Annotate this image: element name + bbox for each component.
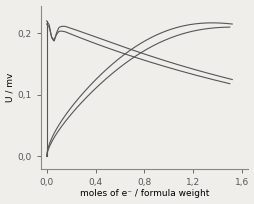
X-axis label: moles of e⁻ / formula weight: moles of e⁻ / formula weight (79, 190, 208, 198)
Y-axis label: U / mv: U / mv (6, 72, 14, 102)
